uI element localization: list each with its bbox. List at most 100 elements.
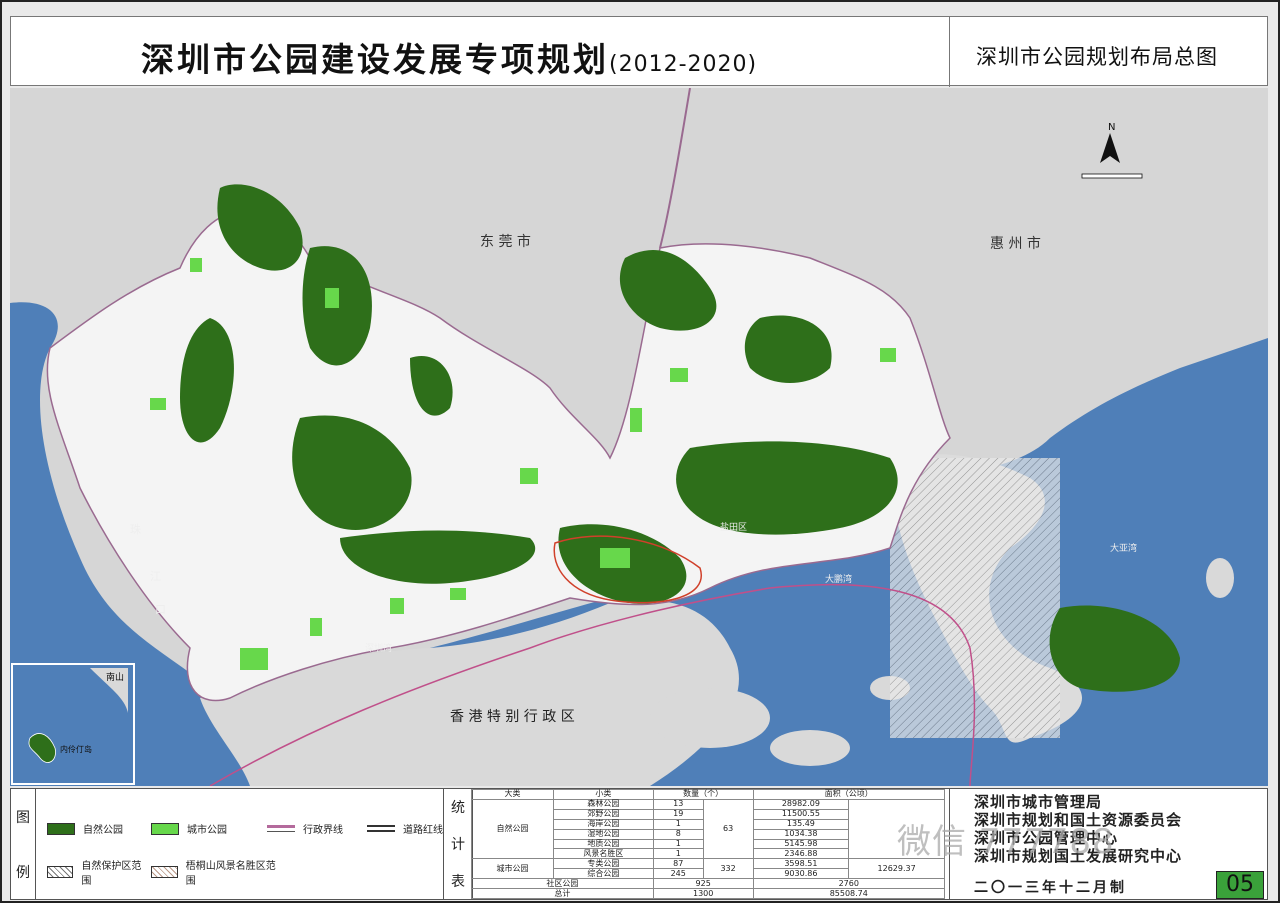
stats-cell: 综合公园: [553, 868, 654, 880]
city-park: [880, 348, 896, 362]
inset-map: 南山 内伶仃岛: [11, 663, 135, 785]
org-name: 深圳市规划国土发展研究中心: [974, 847, 1183, 865]
natural-park-swatch: [47, 822, 75, 835]
natural-park: [292, 415, 412, 530]
natural-park: [217, 184, 303, 271]
legend-label: 自然保护区范围: [81, 861, 142, 887]
label-zhujiang-3: 口: [155, 603, 166, 616]
label-shenzhen-bay: 深圳湾: [365, 642, 392, 654]
stats-header: 大类: [470, 789, 555, 800]
stats-cell: 1034.38: [752, 828, 850, 840]
stats-total-row: 总计 1300 85508.74: [471, 888, 946, 899]
natural-park: [1049, 605, 1180, 692]
city-park: [150, 398, 166, 410]
legend-label: 梧桐山风景名胜区范围: [185, 861, 276, 887]
stats-row: 综合公园 245 9030.86: [472, 868, 945, 880]
legend-natural-park: 自然公园: [47, 821, 123, 836]
org-name: 深圳市规划和国土资源委员会: [974, 811, 1183, 829]
wutong-mountain-boundary: [553, 535, 703, 604]
north-arrow-glyph: [1100, 133, 1120, 163]
legend-title-char: 图: [16, 809, 30, 826]
stats-cell: 社区公园: [471, 878, 654, 890]
road-swatch: [367, 825, 395, 832]
stats-cell: 85508.74: [752, 888, 946, 899]
stats-header: 小类: [553, 789, 654, 800]
stats-cell: 28982.09: [752, 798, 850, 810]
hongkong-land: [200, 600, 739, 786]
stats-cell: 总计: [471, 888, 654, 899]
label-zhujiang-1: 珠: [130, 522, 141, 536]
label-huizhou: 惠 州 市: [990, 235, 1041, 252]
legend-nature-reserve: 自然保护区范围: [47, 857, 147, 887]
inset-label-island: 内伶仃岛: [60, 744, 92, 754]
stats-title-char: 表: [451, 873, 465, 890]
legend-wutong: 梧桐山风景名胜区范围: [151, 857, 281, 887]
stats-cell: 2346.88: [752, 848, 850, 860]
natural-park: [340, 530, 536, 584]
label-daya-bay: 大亚湾: [1110, 542, 1137, 554]
park-layout-map[interactable]: 东 莞 市 惠 州 市 香 港 特 别 行 政 区 珠 江 口 大鹏湾 深圳湾 …: [10, 88, 1268, 786]
stats-cell: 8: [652, 828, 704, 840]
org-name: 深圳市公园管理中心: [974, 829, 1119, 847]
stats-cell: 郊野公园: [553, 808, 654, 820]
map-title: 深圳市公园建设发展专项规划(2012-2020): [141, 33, 757, 81]
legend-label: 道路红线: [403, 825, 443, 836]
title-divider: [949, 17, 950, 87]
shenzhen-city-area: [46, 209, 951, 702]
city-park: [390, 598, 404, 614]
title-bar: 深圳市公园建设发展专项规划(2012-2020) 深圳市公园规划布局总图: [10, 16, 1268, 87]
stats-row: 自然公园 森林公园 13 63 28982.09: [470, 798, 945, 860]
island-lantau-east: [650, 688, 770, 748]
north-arrow-letter: N: [1108, 122, 1115, 133]
stats-cell: 1300: [652, 888, 754, 899]
stats-cell: 城市公园: [470, 858, 555, 880]
issue-date: 二〇一三年十二月制: [974, 880, 1127, 896]
city-park: [630, 408, 642, 432]
north-arrow: N: [1081, 122, 1143, 179]
wechat-watermark: 微信 777788: [897, 822, 1115, 862]
stats-row: 城市公园 专类公园 87 332 3598.51 12629.37: [470, 858, 945, 880]
legend-title: 图 例: [11, 789, 36, 899]
legend-label: 行政界线: [303, 825, 343, 836]
bottom-panel: 图 例 自然公园 城市公园 行政界线 道路红线 自然保护区范围 梧桐山风景名胜区…: [10, 788, 1268, 900]
legend-road: 道路红线: [367, 821, 443, 836]
stats-cell: 3598.51: [752, 858, 850, 870]
stats-cell: [848, 798, 945, 860]
city-park-swatch: [151, 822, 179, 835]
stats-cell: 1: [652, 838, 704, 850]
inset-label-top: 南山: [106, 671, 124, 683]
stats-community-row: 社区公园 925 2760: [471, 878, 946, 890]
legend-city-park: 城市公园: [151, 821, 227, 836]
city-park: [520, 468, 538, 484]
map-subtitle: 深圳市公园规划布局总图: [976, 45, 1218, 69]
stats-header: 面积（公顷）: [752, 789, 946, 800]
stats-cell: 9030.86: [752, 868, 850, 880]
sea-boundary-line: [209, 583, 976, 786]
label-hongkong: 香 港 特 别 行 政 区: [450, 709, 575, 725]
issuing-organizations: 深圳市城市管理局 深圳市规划和国土资源委员会 深圳市公园管理中心 深圳市规划国土…: [949, 789, 1268, 899]
stats-cell: 332: [702, 858, 754, 880]
label-yantian: 盐田区: [720, 521, 747, 533]
stats-title: 统 计 表: [443, 789, 473, 899]
wutong-swatch: [151, 866, 178, 878]
label-dongguan: 东 莞 市: [480, 233, 531, 250]
stats-cell: 湿地公园: [553, 828, 654, 840]
map-title-text: 深圳市公园建设发展专项规划: [141, 40, 609, 79]
city-park: [240, 648, 268, 670]
stats-title-char: 计: [451, 836, 465, 853]
city-park: [670, 368, 688, 382]
stats-cell: 森林公园: [553, 798, 654, 810]
stats-cell: 风景名胜区: [553, 848, 654, 860]
legend-title-char: 例: [16, 864, 30, 881]
nature-reserve-swatch: [47, 866, 74, 878]
island-small-2: [1206, 558, 1234, 598]
stats-cell: 13: [652, 798, 704, 810]
inset-land: [90, 668, 128, 713]
stats-cell: 135.49: [752, 818, 850, 830]
stats-cell: 自然公园: [470, 798, 555, 860]
stats-cell: 19: [652, 808, 704, 820]
stats-cell: 地质公园: [553, 838, 654, 850]
city-park: [190, 258, 202, 272]
page-number-badge: 05: [1216, 871, 1264, 899]
